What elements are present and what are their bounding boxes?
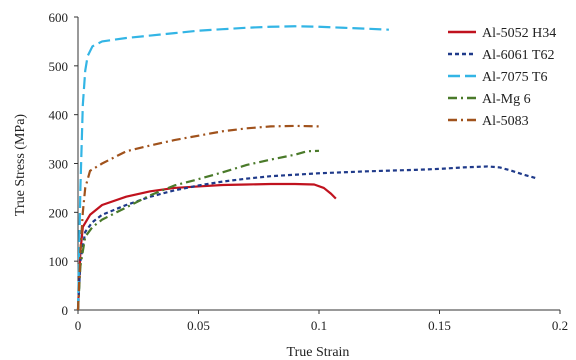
series-line-al-6061-t62 [76,165,537,311]
x-tick-label: 0 [75,318,82,333]
y-tick-label: 400 [49,108,69,123]
y-tick-label: 500 [49,59,69,74]
y-tick-label: 200 [49,205,69,220]
series-line-al-mg-6 [76,149,320,311]
y-tick-label: 300 [49,157,69,172]
legend-label: Al-5052 H34 [482,26,556,41]
y-ticks: 0 100 200 300 400 500 600 [49,10,78,318]
x-tick-label: 0.1 [311,318,327,333]
legend-label: Al-6061 T62 [482,48,554,63]
x-axis-label: True Strain [287,345,350,360]
legend-label: Al-Mg 6 [482,92,531,107]
y-tick-label: 600 [49,10,69,25]
legend-label: Al-5083 [482,114,529,129]
x-ticks: 0 0.05 0.1 0.15 0.2 [75,310,568,333]
y-axis-label: True Stress (MPa) [13,114,28,216]
x-tick-label: 0.05 [187,318,210,333]
plot-lines [76,25,537,311]
legend-label: Al-7075 T6 [482,70,547,85]
legend: Al-5052 H34 Al-6061 T62 Al-7075 T6 Al-Mg 6 A… [448,26,556,129]
series-line-al-5083 [76,124,320,311]
series-line-al-7075-t6 [76,25,389,311]
x-tick-label: 0.2 [552,318,568,333]
x-tick-label: 0.15 [428,318,451,333]
y-tick-label: 100 [49,254,69,269]
y-tick-label: 0 [62,303,69,318]
series-line-al-5052-h34 [76,182,337,311]
